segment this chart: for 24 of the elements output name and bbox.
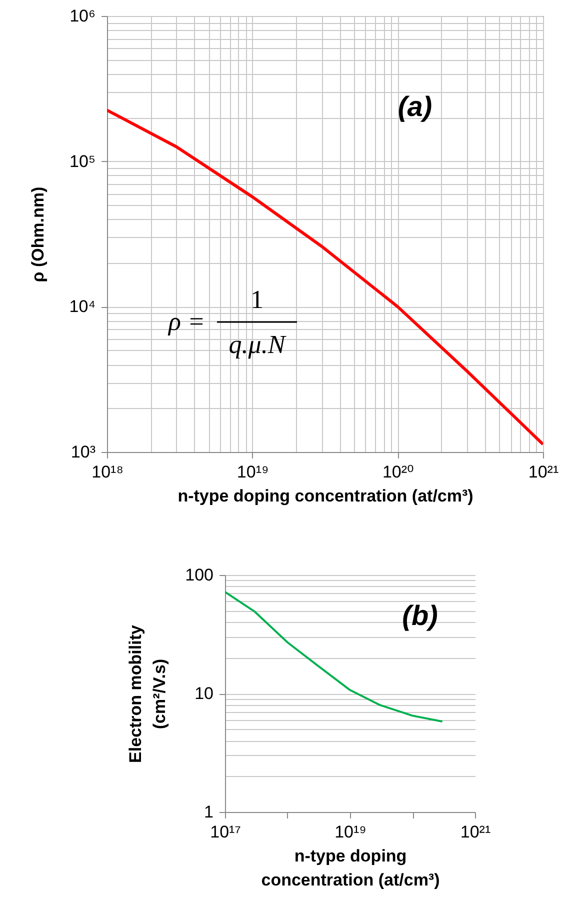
annotation: ρ = [167,307,205,336]
x-tick-label: 10²⁰ [382,462,414,482]
x-tick-label: 10²¹ [528,462,559,482]
x-tick-label: 10¹⁹ [236,462,269,482]
annotation: q.μ.N [228,330,287,359]
annotation: 1 [250,285,264,314]
y-tick-label: 10³ [70,442,96,462]
x-tick-label: 10¹⁷ [210,822,241,842]
y-axis-title: Electron mobility (cm²/V.s) [126,624,170,763]
x-tick-label: 10¹⁹ [334,822,366,842]
y-tick-label: 10⁵ [70,152,96,171]
line-series [225,590,444,723]
annotation: (b) [402,600,438,631]
x-tick-label: 10²¹ [460,822,491,842]
y-tick-label: 1 [204,802,214,822]
y-tick-label: 100 [185,566,214,584]
annotation: (a) [398,91,432,122]
x-axis-title: n-type doping concentration (at/cm³) [261,846,440,890]
x-axis-title: n-type doping concentration (at/cm³) [178,486,474,506]
y-tick-label: 10⁶ [70,6,96,26]
y-axis-title: ρ (Ohm.nm) [28,186,48,282]
y-tick-label: 10⁴ [69,297,96,316]
x-tick-label: 10¹⁸ [92,462,124,482]
y-tick-label: 10 [194,684,214,703]
